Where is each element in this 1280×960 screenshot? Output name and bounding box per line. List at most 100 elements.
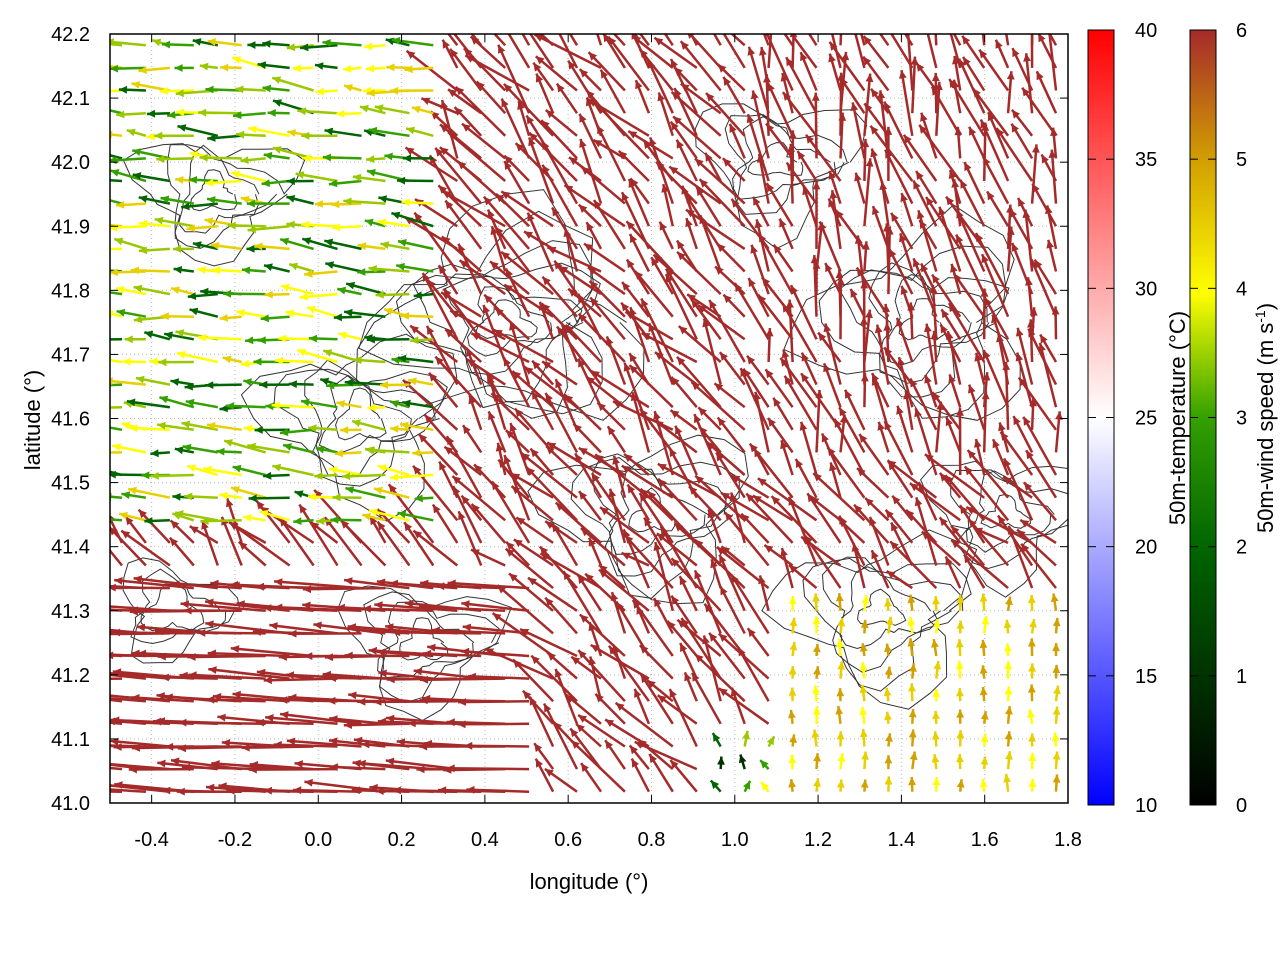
wind-vector bbox=[461, 122, 506, 160]
wind-vector bbox=[467, 675, 530, 680]
wind-vector-head bbox=[556, 83, 565, 93]
wind-vector bbox=[890, 34, 914, 69]
wind-vector-head bbox=[386, 63, 395, 72]
wind-vector-head bbox=[324, 127, 334, 136]
wind-vector-head bbox=[554, 260, 563, 270]
wind-vector-head bbox=[243, 424, 252, 433]
wind-vector-head bbox=[255, 582, 264, 591]
wind-vector-head bbox=[280, 237, 290, 246]
wind-vector-head bbox=[783, 22, 791, 31]
wind-vector-head bbox=[185, 398, 195, 407]
wind-vector bbox=[114, 578, 194, 590]
wind-vector-head bbox=[896, 405, 904, 415]
wind-vector-head bbox=[706, 11, 715, 19]
wind-vector-head bbox=[695, 475, 704, 485]
wind-vector bbox=[447, 581, 530, 590]
wind-vector-head bbox=[1020, 519, 1030, 528]
contour-line bbox=[466, 286, 553, 357]
wind-vector bbox=[720, 491, 770, 522]
wind-vector-head bbox=[271, 401, 280, 410]
wind-vector bbox=[554, 501, 602, 544]
wind-vector-head bbox=[54, 648, 62, 656]
wind-vector-head bbox=[259, 380, 268, 389]
wind-vector-head bbox=[1052, 774, 1061, 783]
wind-vector bbox=[460, 649, 530, 658]
wind-vector-head bbox=[821, 433, 829, 443]
wind-vector-head bbox=[392, 786, 401, 795]
wind-vector-head bbox=[801, 536, 810, 545]
wind-vector-head bbox=[514, 408, 524, 418]
wind-vector-head bbox=[920, 112, 928, 122]
wind-vector-head bbox=[323, 349, 333, 357]
wind-vector-head bbox=[828, 53, 836, 63]
wind-vector-head bbox=[438, 185, 447, 194]
wind-vector-head bbox=[95, 466, 104, 474]
wind-vector bbox=[938, 206, 962, 272]
wind-vector bbox=[638, 34, 650, 47]
wind-vector bbox=[679, 40, 722, 92]
wind-vector-head bbox=[301, 220, 310, 229]
wind-vector-head bbox=[376, 578, 386, 587]
wind-vector bbox=[730, 198, 770, 250]
wind-vector-head bbox=[578, 715, 587, 723]
wind-vector bbox=[511, 370, 554, 409]
wind-vector bbox=[1025, 449, 1058, 499]
wind-vector-head bbox=[586, 222, 594, 232]
wind-vector bbox=[579, 138, 603, 204]
wind-vector-head bbox=[542, 361, 552, 370]
wind-vector bbox=[860, 34, 866, 46]
wind-vector bbox=[1005, 34, 1010, 46]
wind-vector-head bbox=[625, 311, 635, 320]
wind-vector-head bbox=[138, 66, 147, 74]
wind-vector bbox=[934, 34, 938, 46]
wind-vector-head bbox=[238, 541, 248, 551]
wind-vector-head bbox=[299, 292, 308, 301]
wind-vector-head bbox=[588, 99, 598, 107]
wind-vector-head bbox=[207, 38, 216, 46]
wind-vector-head bbox=[884, 22, 892, 31]
contour-line bbox=[304, 359, 436, 478]
wind-vector bbox=[623, 362, 651, 431]
wind-vector-head bbox=[406, 50, 416, 59]
wind-vector-head bbox=[446, 718, 455, 727]
wind-vector-head bbox=[605, 740, 613, 750]
wind-vector bbox=[544, 392, 579, 453]
wind-vector bbox=[981, 156, 1010, 205]
y-tick-label: 41.0 bbox=[51, 793, 90, 815]
wind-vector bbox=[1030, 258, 1058, 318]
wind-vector-head bbox=[584, 243, 593, 252]
wind-vector-head bbox=[676, 139, 684, 149]
wind-vector-head bbox=[464, 741, 473, 750]
contour-line bbox=[412, 262, 601, 409]
wind-vector-head bbox=[406, 126, 415, 135]
wind-vector-head bbox=[173, 266, 183, 274]
wind-vector-head bbox=[197, 333, 207, 342]
wind-vector-head bbox=[81, 449, 89, 457]
wind-vector-head bbox=[74, 692, 82, 700]
wind-vector bbox=[452, 34, 483, 69]
wind-vector-head bbox=[699, 179, 708, 188]
wind-vector-head bbox=[157, 759, 166, 768]
wind-vector-head bbox=[1009, 209, 1018, 218]
wind-vector bbox=[757, 293, 794, 341]
wind-vector-head bbox=[729, 123, 737, 133]
wind-vector-head bbox=[427, 279, 436, 289]
wind-vector bbox=[589, 296, 626, 341]
wind-vector-head bbox=[747, 628, 756, 638]
wind-vector-head bbox=[315, 62, 324, 70]
wind-vector bbox=[1038, 342, 1058, 408]
wind-vector-head bbox=[114, 781, 123, 789]
wind-vector bbox=[507, 34, 531, 69]
wind-vector-head bbox=[921, 263, 929, 273]
wind-vector-head bbox=[848, 12, 856, 21]
wind-vector-head bbox=[181, 763, 191, 772]
wind-vector-head bbox=[261, 179, 271, 187]
wind-vector-head bbox=[413, 291, 423, 300]
wind-vector bbox=[653, 36, 698, 69]
wind-vector-head bbox=[634, 688, 642, 698]
wind-vector-head bbox=[1004, 731, 1013, 740]
wind-vector-head bbox=[753, 196, 761, 206]
wind-vector-head bbox=[627, 484, 636, 494]
wind-vector-head bbox=[659, 221, 667, 231]
